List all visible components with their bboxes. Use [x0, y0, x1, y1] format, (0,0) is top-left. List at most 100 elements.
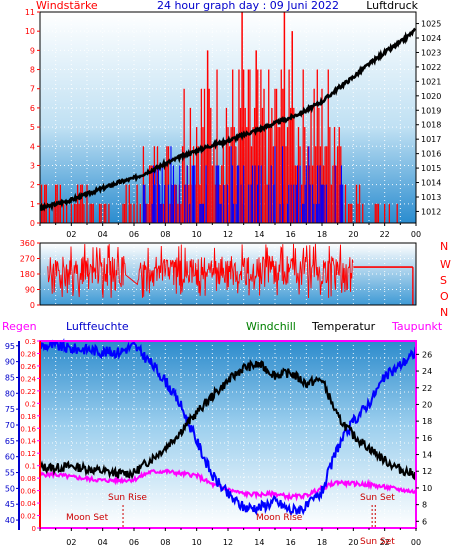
rain-y-label: 0.2 [25, 400, 36, 408]
humidity-y-label: 90 [5, 358, 15, 367]
wind-y-label: 2 [30, 181, 35, 190]
direction-label-n-bottom: N [440, 306, 448, 319]
climate-x-label: 10 [192, 538, 202, 547]
wind-y-label: 11 [25, 8, 35, 17]
temp-y-label: 14 [422, 451, 432, 460]
rain-y-label: 0.22 [20, 388, 36, 396]
wind-y-label: 9 [30, 46, 35, 55]
climate-x-label: 18 [317, 538, 327, 547]
wind-y-label: 5 [30, 123, 35, 132]
legend-luftfeuchte: Luftfeuchte [66, 320, 129, 333]
rain-y-label: 0 [32, 525, 36, 533]
pressure-y-label: 1024 [421, 34, 441, 43]
direction-y-label: 270 [20, 255, 35, 264]
temp-y-label: 10 [422, 484, 432, 493]
climate-x-label: 20 [348, 538, 358, 547]
annotation-sun-set-2: Sun Set [360, 537, 395, 547]
wind-x-label: 06 [129, 230, 139, 239]
pressure-y-label: 1021 [421, 77, 441, 86]
humidity-y-label: 45 [5, 500, 15, 509]
wind-x-label: 04 [98, 230, 108, 239]
rain-y-label: 0.16 [20, 425, 36, 433]
temperature-line [39, 359, 417, 481]
pressure-y-label: 1022 [421, 63, 441, 72]
annotation-sun-rise: Sun Rise [108, 493, 147, 503]
wind-x-label: 12 [223, 230, 233, 239]
wind-x-label: 14 [254, 230, 264, 239]
rain-y-label: 0.12 [20, 450, 36, 458]
climate-x-label: 12 [223, 538, 233, 547]
wind-y-label: 0 [30, 219, 35, 228]
direction-label-o: O [440, 290, 449, 303]
annotation-moon-rise: Moon Rise [256, 513, 303, 523]
humidity-y-label: 75 [5, 405, 15, 414]
wind-x-label: 20 [348, 230, 358, 239]
wind-direction-line [47, 243, 354, 299]
rain-y-label: 0.02 [20, 513, 36, 521]
humidity-y-label: 65 [5, 437, 15, 446]
pressure-y-label: 1015 [421, 164, 441, 173]
pressure-y-label: 1013 [421, 193, 441, 202]
temp-y-label: 20 [422, 400, 432, 409]
pressure-axis-title: Luftdruck [366, 0, 418, 12]
pressure-y-label: 1025 [421, 20, 441, 29]
rain-y-label: 0.08 [20, 475, 36, 483]
humidity-y-label: 95 [5, 342, 15, 351]
climate-x-label: 02 [66, 538, 76, 547]
humidity-y-label: 40 [5, 516, 15, 525]
temp-y-label: 12 [422, 467, 432, 476]
climate-x-label: 08 [160, 538, 170, 547]
climate-x-label: 00 [411, 538, 421, 547]
rain-y-label: 0.04 [20, 500, 36, 508]
chart-title: 24 hour graph day : 09 Juni 2022 [157, 0, 339, 12]
annotation-sun-set: Sun Set [360, 493, 395, 503]
pressure-y-label: 1023 [421, 48, 441, 57]
pressure-line [39, 27, 417, 212]
wind-y-label: 8 [30, 66, 35, 75]
rain-y-label: 0.3 [25, 338, 36, 346]
temp-y-label: 8 [422, 501, 427, 510]
humidity-y-label: 55 [5, 469, 15, 478]
wind-y-label: 1 [30, 200, 35, 209]
rain-y-label: 0.14 [20, 438, 36, 446]
wind-y-label: 4 [30, 142, 35, 151]
direction-y-label: 180 [20, 270, 35, 279]
climate-x-label: 16 [286, 538, 296, 547]
climate-x-label: 04 [98, 538, 108, 547]
temp-y-label: 24 [422, 367, 432, 376]
direction-label-s: S [440, 274, 447, 287]
annotation-moon-set: Moon Set [66, 513, 109, 523]
legend-taupunkt: Taupunkt [391, 320, 443, 333]
direction-y-label: 90 [25, 286, 35, 295]
temp-y-label: 16 [422, 434, 432, 443]
temp-y-label: 18 [422, 417, 432, 426]
wind-x-label: 02 [66, 230, 76, 239]
wind-y-label: 3 [30, 161, 35, 170]
temp-y-label: 26 [422, 350, 432, 359]
humidity-y-label: 70 [5, 421, 15, 430]
rain-y-label: 0.1 [25, 463, 36, 471]
wind-y-label: 10 [25, 27, 35, 36]
wind-x-label: 22 [380, 230, 390, 239]
climate-x-label: 14 [254, 538, 264, 547]
rain-y-label: 0.28 [20, 350, 36, 358]
wind-x-label: 10 [192, 230, 202, 239]
humidity-y-label: 50 [5, 484, 15, 493]
rain-y-label: 0.26 [20, 363, 36, 371]
rain-y-label: 0.24 [20, 375, 36, 383]
wind-x-label: 16 [286, 230, 296, 239]
wind-y-label: 7 [30, 85, 35, 94]
direction-y-label: 360 [20, 239, 35, 248]
direction-label-n-top: N [440, 240, 448, 253]
legend-windchill: Windchill [246, 320, 296, 333]
legend-temperatur: Temperatur [311, 320, 376, 333]
humidity-y-label: 60 [5, 453, 15, 462]
wind-axis-title: Windstärke [36, 0, 98, 12]
wind-y-label: 6 [30, 104, 35, 113]
pressure-y-label: 1017 [421, 135, 441, 144]
pressure-y-label: 1012 [421, 207, 441, 216]
rain-y-label: 0.06 [20, 488, 36, 496]
temp-y-label: 6 [422, 517, 427, 526]
